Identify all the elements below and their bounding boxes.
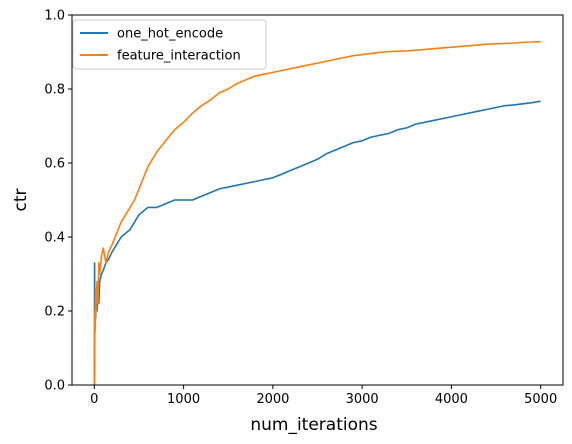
y-tick-label: 0.4 [44, 231, 65, 246]
x-tick-label: 5000 [524, 392, 557, 407]
y-tick-label: 0.2 [44, 305, 65, 320]
legend: one_hot_encode feature_interaction [72, 19, 267, 70]
x-axis-label: num_iterations [250, 415, 377, 435]
x-tick-label: 4000 [435, 392, 468, 407]
plot-frame [71, 14, 564, 386]
x-tick-label: 3000 [346, 392, 379, 407]
axes: 0 1000 2000 3000 4000 5000 0.0 0.2 0.4 0.6 0.8 1.0 [44, 9, 564, 407]
x-tick-label: 0 [90, 392, 98, 407]
y-tick-label: 0.8 [44, 83, 65, 98]
plot-area [93, 40, 541, 386]
y-tick-label: 0.6 [44, 157, 65, 172]
legend-label-feature-interaction: feature_interaction [117, 49, 241, 64]
series-line-one-hot-encode [93, 100, 541, 386]
x-tick-label: 1000 [167, 392, 200, 407]
legend-label-one-hot-encode: one_hot_encode [117, 27, 223, 42]
y-tick-label: 1.0 [44, 9, 65, 24]
y-axis-label: ctr [11, 188, 31, 211]
y-tick-label: 0.0 [44, 379, 65, 394]
x-tick-label: 2000 [256, 392, 289, 407]
series-line-feature-interaction [93, 40, 541, 386]
legend-frame [72, 19, 267, 70]
